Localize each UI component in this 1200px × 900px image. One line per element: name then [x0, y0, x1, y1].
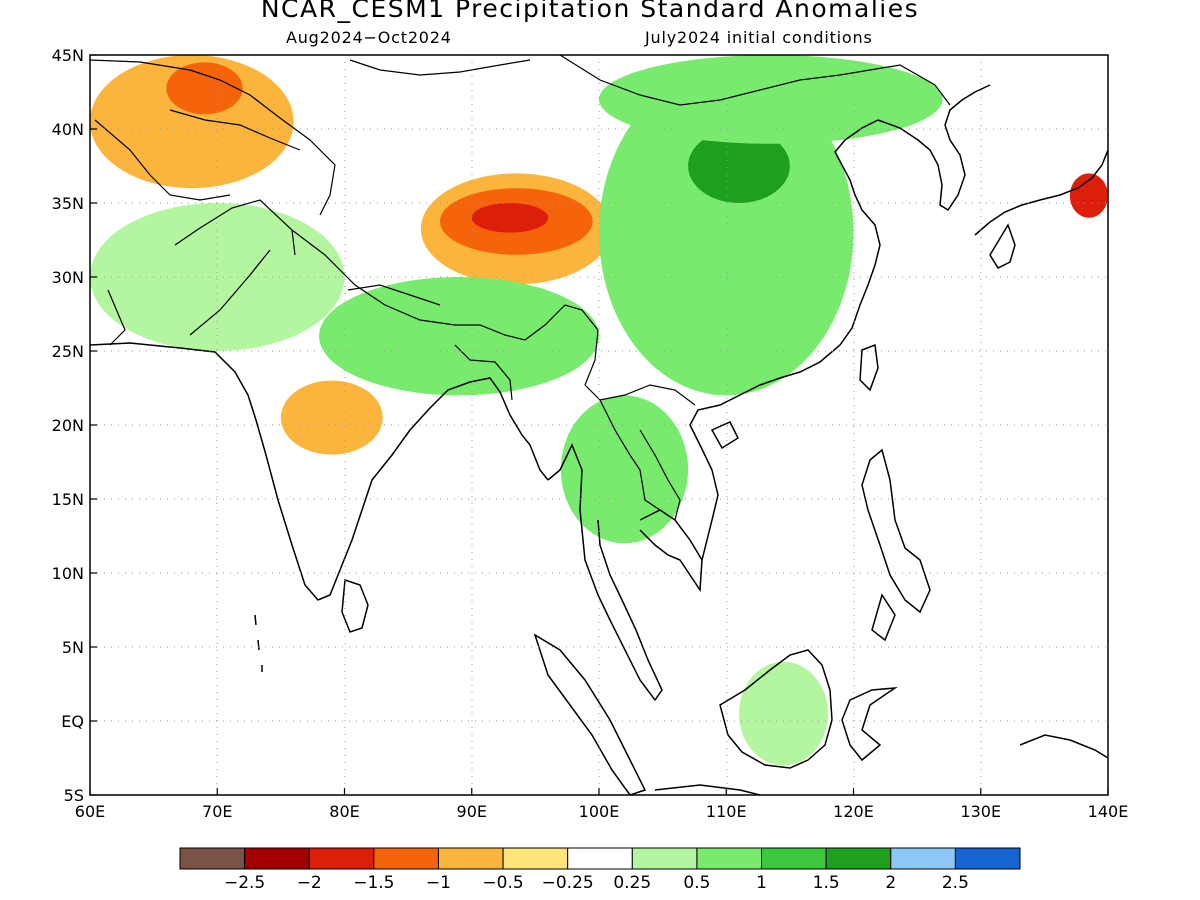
lat-tick-label: 40N: [52, 120, 84, 139]
colorbar-label: −2: [297, 873, 322, 893]
lon-tick-label: 140E: [1088, 802, 1129, 821]
lon-tick-label: 90E: [457, 802, 487, 821]
lat-tick-label: 5N: [62, 638, 84, 657]
coastlines: [90, 84, 1108, 795]
colorbar-label: 2: [885, 873, 896, 893]
lon-tick-label: 110E: [706, 802, 747, 821]
country-borders: [90, 55, 951, 521]
lon-tick-label: 130E: [960, 802, 1001, 821]
lat-tick-label: 45N: [52, 46, 84, 65]
lon-tick-label: 120E: [833, 802, 874, 821]
lat-tick-label: EQ: [61, 712, 84, 731]
lat-tick-label: 30N: [52, 268, 84, 287]
colorbar-label: 0.5: [683, 873, 710, 893]
lat-tick-label: 20N: [52, 416, 84, 435]
colorbar-swatch: [954, 847, 1021, 870]
graticule: [90, 55, 1108, 795]
anomaly-india-dry: [280, 380, 383, 455]
colorbar-swatch: [179, 847, 246, 870]
colorbar-label: 0.25: [613, 873, 651, 893]
lon-tick-label: 80E: [329, 802, 359, 821]
map-area: [90, 55, 1108, 795]
colorbar-label: −2.5: [224, 873, 265, 893]
anomaly-kazakh-dry-core: [166, 62, 243, 115]
lon-tick-label: 100E: [579, 802, 620, 821]
map-title: NCAR_CESM1 Precipitation Standard Anomal…: [260, 0, 920, 23]
colorbar-label: −1.5: [353, 873, 394, 893]
colorbar-swatch: [631, 847, 698, 870]
axis-layer: 60E 70E 80E 90E 100E 110E 120E 130E 140E 45N 40N 35…: [52, 46, 1129, 821]
lat-tick-label: 15N: [52, 490, 84, 509]
anomaly-indochina-wet: [560, 395, 689, 544]
lat-tick-label: 25N: [52, 342, 84, 361]
anomaly-china-wet: [599, 69, 854, 396]
colorbar-label: −0.25: [542, 873, 594, 893]
colorbar-swatch: [890, 847, 956, 870]
colorbar-swatch: [308, 847, 375, 870]
initial-conditions: July2024 initial conditions: [645, 28, 873, 47]
colorbar-label: 1: [756, 873, 767, 893]
colorbar-swatch: [244, 847, 310, 870]
lon-tick-label: 60E: [75, 802, 105, 821]
lon-tick-label: 70E: [202, 802, 232, 821]
lat-tick-label: 35N: [52, 194, 84, 213]
colorbar-label: −1: [426, 873, 451, 893]
colorbar-swatch: [502, 847, 569, 870]
colorbar-label: 2.5: [942, 873, 969, 893]
colorbar-swatch: [567, 847, 633, 870]
colorbar-swatch: [761, 847, 827, 870]
colorbar-label: 1.5: [813, 873, 840, 893]
anomaly-central-asia-dry: [90, 55, 294, 189]
anomaly-himalaya-wet: [319, 277, 599, 396]
anomaly-pakistan-wet: [90, 203, 345, 351]
forecast-period: Aug2024−Oct2024: [286, 28, 452, 47]
anomaly-north-china-wet: [688, 129, 790, 203]
colorbar-swatch: [437, 847, 504, 870]
anomaly-borneo-wet: [738, 661, 829, 766]
anomaly-mongolia-wet: [599, 55, 943, 144]
anomaly-tibet-dry-core: [471, 203, 549, 233]
anomaly-layer: [90, 55, 1108, 766]
colorbar-swatch: [825, 847, 892, 870]
colorbar: −2.5 −2 −1.5 −1 −0.5 −0.25 0.25 0.5 1 1.5 2 2.5: [179, 847, 1021, 893]
colorbar-swatch: [373, 847, 439, 870]
lat-tick-label: 5S: [64, 786, 84, 805]
anomaly-japan-dry: [1069, 173, 1108, 218]
colorbar-swatch: [696, 847, 763, 870]
lat-tick-label: 10N: [52, 564, 84, 583]
colorbar-label: −0.5: [482, 873, 523, 893]
